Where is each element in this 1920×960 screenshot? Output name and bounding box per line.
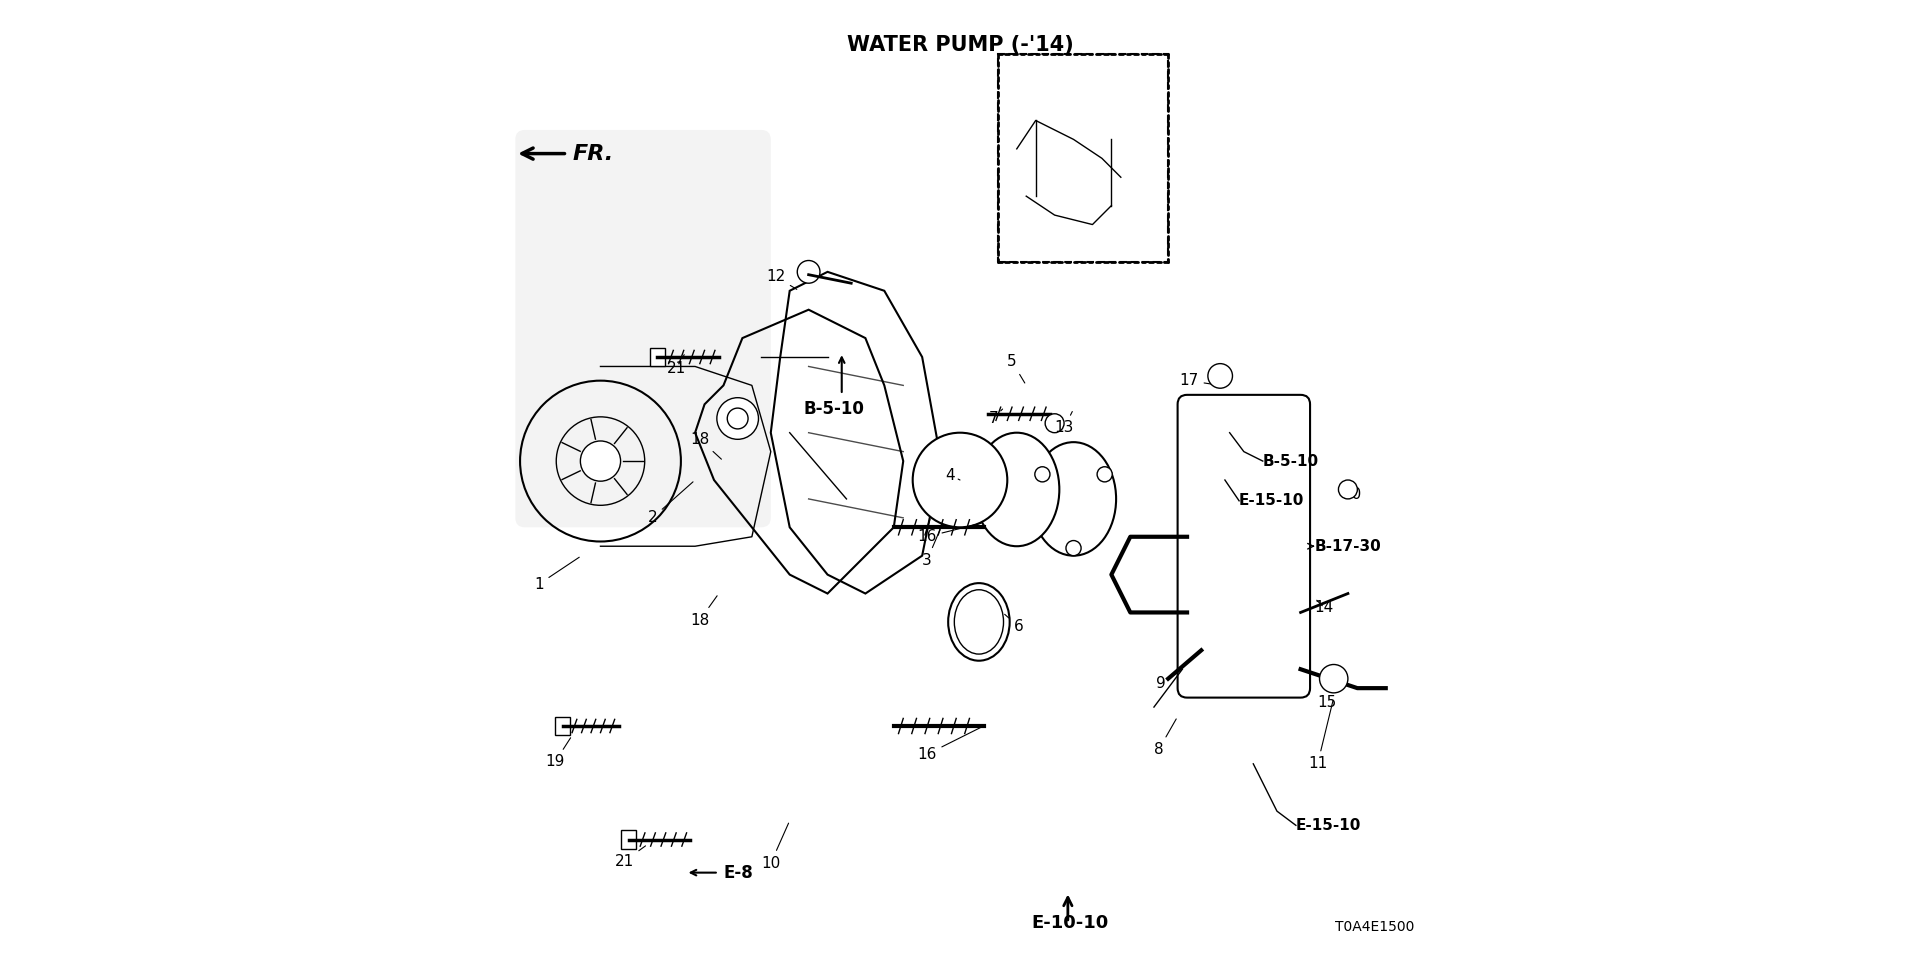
Polygon shape: [770, 272, 941, 593]
Circle shape: [1208, 364, 1233, 388]
Bar: [555, 716, 570, 735]
Text: WATER PUMP (-'14): WATER PUMP (-'14): [847, 36, 1073, 56]
Text: 8: 8: [1154, 719, 1177, 757]
Ellipse shape: [1031, 443, 1116, 556]
Text: 21: 21: [666, 354, 685, 376]
Text: 9: 9: [1156, 671, 1181, 691]
Text: 19: 19: [545, 738, 570, 770]
Text: 13: 13: [1054, 412, 1073, 436]
Text: 11: 11: [1308, 700, 1332, 771]
Circle shape: [1066, 540, 1081, 556]
Text: 5: 5: [1008, 354, 1025, 383]
Text: 12: 12: [766, 269, 797, 289]
Text: 10: 10: [760, 823, 789, 871]
Ellipse shape: [912, 433, 1008, 527]
Bar: [649, 348, 664, 367]
Circle shape: [1096, 467, 1112, 482]
Text: 16: 16: [918, 523, 981, 544]
Text: 6: 6: [1004, 614, 1023, 635]
Circle shape: [1044, 414, 1064, 433]
FancyBboxPatch shape: [998, 55, 1167, 262]
Text: 16: 16: [918, 728, 981, 762]
Circle shape: [797, 260, 820, 283]
FancyBboxPatch shape: [515, 130, 770, 527]
Text: 4: 4: [947, 468, 960, 483]
FancyBboxPatch shape: [1177, 395, 1309, 698]
Text: 3: 3: [922, 530, 941, 568]
Text: 17: 17: [1179, 373, 1217, 388]
Text: B-17-30: B-17-30: [1315, 539, 1382, 554]
Text: E-15-10: E-15-10: [1238, 493, 1304, 508]
Circle shape: [1338, 480, 1357, 499]
Text: T0A4E1500: T0A4E1500: [1334, 920, 1415, 934]
Text: E-10-10: E-10-10: [1031, 914, 1108, 932]
Text: B-5-10: B-5-10: [804, 400, 864, 418]
Text: B-5-10: B-5-10: [1263, 453, 1319, 468]
Text: E-15-10: E-15-10: [1296, 818, 1361, 833]
Text: 18: 18: [689, 596, 718, 628]
Text: 20: 20: [1342, 487, 1363, 502]
Text: 18: 18: [689, 432, 722, 459]
Text: E-8: E-8: [724, 864, 753, 881]
Circle shape: [716, 397, 758, 440]
Circle shape: [580, 441, 620, 481]
Text: 15: 15: [1317, 682, 1336, 709]
Ellipse shape: [973, 433, 1060, 546]
Text: 21: 21: [614, 846, 645, 869]
Text: FR.: FR.: [572, 144, 612, 163]
Circle shape: [1319, 664, 1348, 693]
Text: 2: 2: [647, 482, 693, 525]
Text: 14: 14: [1315, 600, 1334, 615]
Bar: [622, 830, 636, 849]
Circle shape: [1035, 467, 1050, 482]
Text: 7: 7: [989, 409, 1002, 426]
Text: 1: 1: [534, 557, 580, 591]
